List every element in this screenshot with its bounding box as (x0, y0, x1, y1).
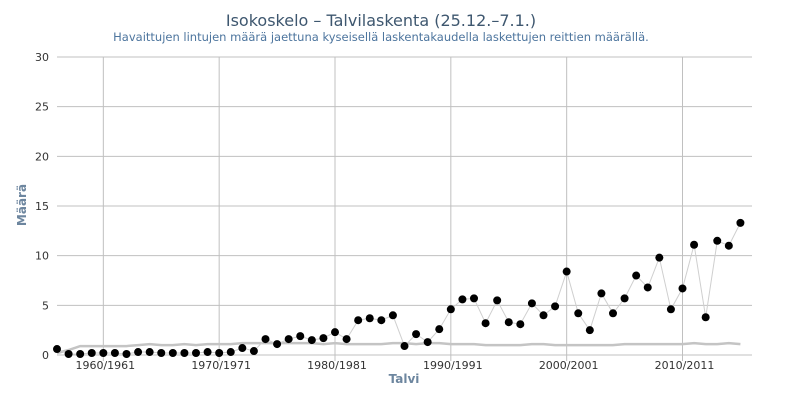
data-point (470, 294, 478, 303)
y-tick-label: 0 (42, 349, 49, 362)
data-point (562, 267, 571, 276)
data-point (527, 299, 536, 308)
data-point (551, 302, 560, 311)
observation-connector (56, 222, 741, 355)
data-point (273, 340, 282, 349)
data-point (701, 313, 710, 322)
data-point (400, 342, 409, 351)
data-point (76, 350, 85, 359)
data-point (446, 305, 455, 314)
data-point (238, 344, 247, 353)
data-point (331, 328, 339, 337)
data-point (53, 345, 61, 354)
data-point (296, 332, 305, 341)
data-point (655, 253, 664, 262)
data-point (157, 349, 166, 358)
data-point (574, 309, 583, 318)
data-point (365, 314, 374, 323)
data-point (609, 309, 617, 318)
data-point (713, 236, 722, 245)
data-point (516, 320, 525, 329)
data-point (435, 325, 444, 334)
data-point (458, 295, 467, 304)
x-tick-label: 1990/1991 (423, 359, 483, 372)
data-point (539, 311, 548, 320)
data-point (180, 349, 189, 358)
data-point (736, 218, 745, 227)
data-point (307, 336, 316, 345)
x-tick-label: 1980/1981 (307, 359, 367, 372)
data-point (377, 316, 386, 325)
grid-lines (57, 56, 752, 361)
axis-ticks: 0 5 10 15 20 25 30 1960/1961 1970/1971 1980/1981 1… (35, 51, 714, 372)
y-tick-label: 5 (42, 299, 49, 312)
data-point (481, 319, 490, 328)
data-point (87, 349, 96, 358)
data-point (168, 349, 177, 358)
x-axis-title: Talvi (389, 372, 420, 386)
data-point (284, 335, 293, 344)
data-point (585, 326, 594, 335)
x-tick-label: 1970/1971 (191, 359, 251, 372)
y-tick-label: 20 (35, 150, 49, 163)
data-point (134, 348, 143, 357)
data-point (690, 240, 699, 249)
data-point (724, 241, 733, 250)
data-point (493, 296, 502, 305)
data-point (354, 316, 363, 325)
x-tick-label: 2000/2001 (539, 359, 599, 372)
y-tick-label: 25 (35, 101, 49, 114)
y-tick-label: 15 (35, 200, 49, 213)
data-point (64, 350, 73, 359)
data-point (678, 284, 687, 293)
data-point (249, 347, 258, 356)
x-tick-label: 2010/2011 (655, 359, 715, 372)
data-point (261, 335, 270, 344)
data-point (226, 348, 235, 357)
data-point (99, 349, 108, 358)
observation-line (56, 222, 741, 355)
data-point (388, 311, 397, 320)
data-point (412, 330, 421, 339)
x-tick-label: 1960/1961 (75, 359, 135, 372)
data-point (145, 348, 154, 357)
data-point (110, 349, 119, 358)
observation-points (53, 218, 745, 359)
data-point (632, 271, 641, 280)
data-point (666, 305, 675, 314)
data-point (620, 294, 629, 303)
data-point (342, 335, 351, 344)
data-point (319, 334, 328, 343)
data-point (597, 289, 606, 298)
y-tick-label: 10 (35, 250, 49, 263)
y-tick-label: 30 (35, 51, 49, 64)
chart-title: Isokoskelo – Talvilaskenta (25.12.–7.1.) (226, 11, 536, 30)
data-point (122, 350, 131, 359)
data-point (203, 348, 212, 357)
y-axis-title: Määrä (15, 184, 29, 226)
data-point (215, 349, 224, 358)
data-point (643, 283, 652, 292)
data-point (504, 318, 513, 327)
chart-subtitle: Havaittujen lintujen määrä jaettuna kyse… (113, 30, 649, 44)
average-line (56, 341, 741, 355)
data-point (423, 338, 432, 347)
average-series (56, 341, 741, 355)
data-point (192, 349, 200, 358)
